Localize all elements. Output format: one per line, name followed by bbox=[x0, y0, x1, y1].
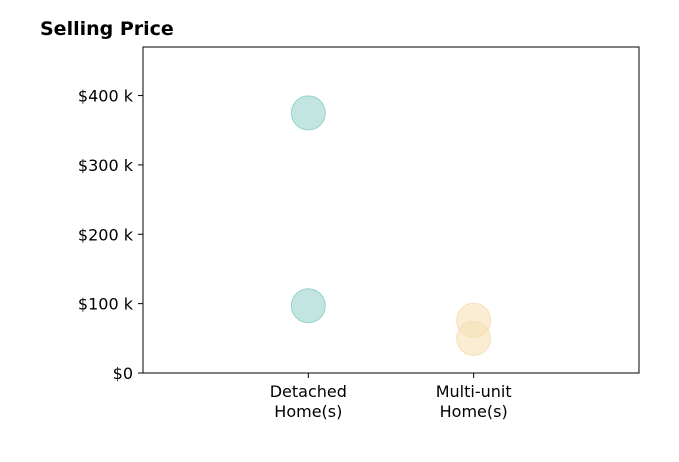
y-tick-label: $300 k bbox=[78, 156, 134, 175]
y-tick-label: $200 k bbox=[78, 225, 134, 244]
y-tick-label: $400 k bbox=[78, 87, 134, 106]
data-point bbox=[290, 288, 326, 324]
plot-area bbox=[142, 46, 640, 374]
x-tick-label: Detached Home(s) bbox=[270, 382, 347, 421]
y-tick-label: $100 k bbox=[78, 295, 134, 314]
y-tick-label: $0 bbox=[113, 364, 133, 383]
chart-title: Selling Price bbox=[40, 18, 174, 40]
y-axis: $0 $100 k $200 k $300 k $400 k bbox=[78, 87, 143, 383]
x-tick-label: Multi-unit Home(s) bbox=[436, 382, 512, 421]
x-axis: Detached Home(s) Multi-unit Home(s) bbox=[270, 373, 512, 421]
data-point bbox=[290, 95, 326, 131]
data-point bbox=[456, 320, 492, 356]
data-points bbox=[290, 95, 492, 356]
